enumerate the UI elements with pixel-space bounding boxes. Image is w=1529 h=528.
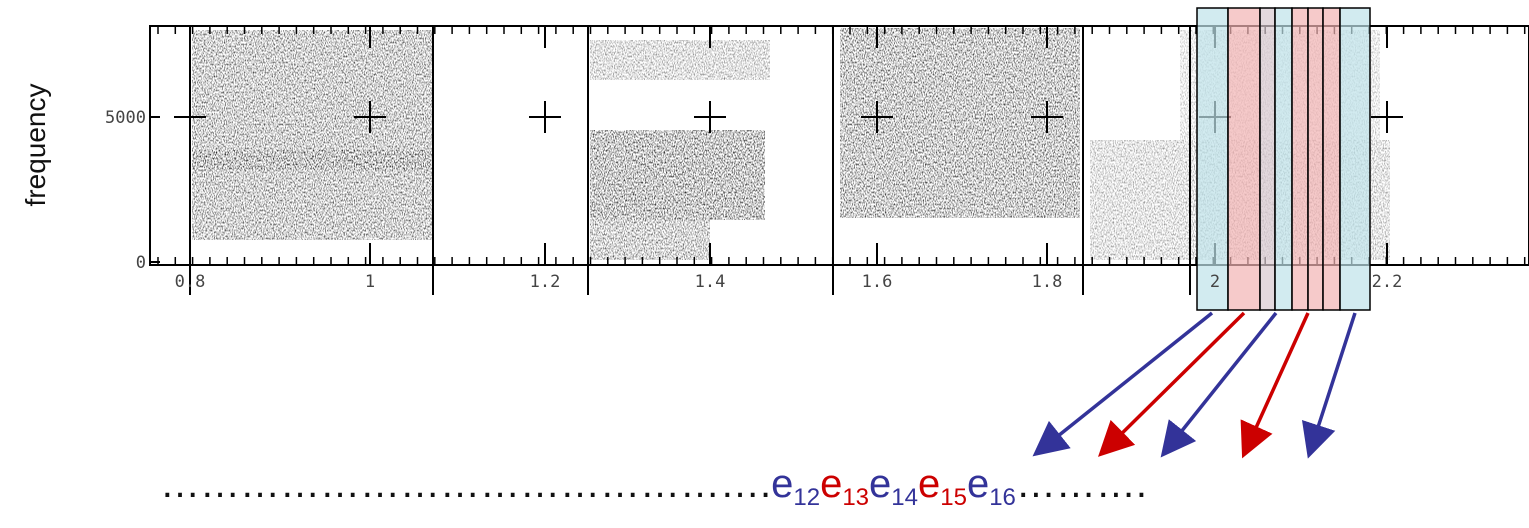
symbol: e12 — [771, 462, 820, 511]
y-tick-label: 0 — [136, 253, 146, 273]
symbol-base: e — [820, 462, 843, 506]
column — [1307, 7, 1324, 311]
y-axis-label: frequency — [20, 84, 51, 207]
column — [1291, 7, 1309, 311]
axes — [149, 25, 1529, 295]
symbol-index: 12 — [793, 484, 821, 511]
arrow — [1098, 311, 1246, 457]
crosshair — [174, 101, 206, 133]
x-tick-label: 2 — [1210, 272, 1220, 292]
crosshair — [1031, 101, 1063, 133]
symbol-index: 15 — [940, 484, 967, 511]
x-tick-label: 1.2 — [530, 272, 561, 292]
crosshair — [1371, 101, 1403, 133]
sequence: ……………………………………….e12e13e14e15e16………. — [160, 462, 1147, 512]
symbol-base: e — [869, 462, 892, 506]
column — [1196, 7, 1229, 311]
dots: ………. — [1015, 462, 1148, 506]
column — [1259, 7, 1276, 311]
column — [1274, 7, 1293, 311]
x-tick-label: 0.8 — [175, 272, 206, 292]
symbol-base: e — [771, 462, 794, 506]
symbol-index: 14 — [891, 484, 918, 511]
arrow — [1032, 311, 1214, 457]
arrow — [1240, 312, 1310, 459]
arrow — [1301, 312, 1357, 459]
x-tick-label: 2.2 — [1372, 272, 1403, 292]
crosshair — [354, 101, 386, 133]
highlight-columns — [1196, 7, 1371, 311]
symbol-index: 13 — [842, 484, 870, 511]
crosshair — [694, 101, 726, 133]
symbol: e13 — [820, 462, 869, 511]
symbol-base: e — [917, 462, 941, 506]
y-tick-label: 5000 — [105, 108, 146, 128]
plot-border — [149, 25, 1529, 266]
symbol-base: e — [966, 462, 990, 506]
arrows — [1032, 311, 1357, 459]
dots: ………………………………………. — [160, 462, 772, 506]
column — [1227, 7, 1261, 311]
crosshair — [861, 101, 893, 133]
x-tick-label: 1.8 — [1032, 272, 1063, 292]
symbol: e14 — [869, 462, 918, 511]
crosshair — [529, 101, 561, 133]
arrow — [1160, 311, 1278, 458]
symbol-index: 16 — [989, 484, 1016, 511]
x-tick-label: 1.4 — [695, 272, 726, 292]
column — [1339, 7, 1371, 311]
x-tick-label: 1.6 — [862, 272, 893, 292]
column — [1322, 7, 1341, 311]
symbol: e15 — [917, 462, 967, 511]
symbol: e16 — [966, 462, 1016, 511]
x-tick-label: 1 — [365, 272, 375, 292]
